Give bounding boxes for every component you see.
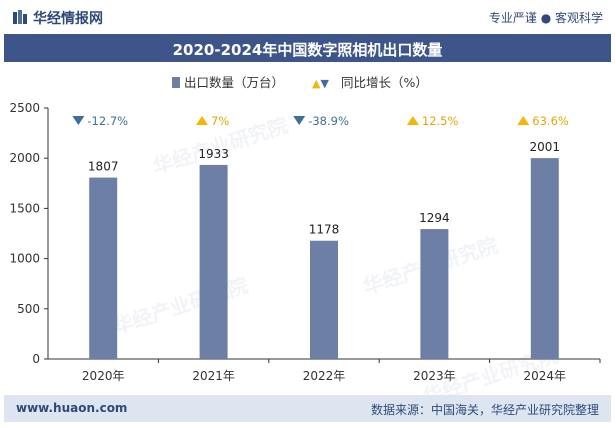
bar-value-label: 1178 [309, 223, 340, 237]
growth-label: 63.6% [532, 114, 569, 128]
growth-label: -38.9% [308, 114, 349, 128]
x-tick-label: 2024年 [524, 369, 567, 383]
x-tick-label: 2022年 [303, 369, 346, 383]
legend-up-triangle-icon: ▲ [312, 77, 321, 90]
title-bar: 2020-2024年中国数字照相机出口数量 [4, 34, 611, 62]
bar-value-label: 2001 [530, 140, 561, 154]
x-tick-label: 2021年 [192, 369, 235, 383]
footer-website: www.huaon.com [16, 401, 128, 415]
legend-growth-label: 同比增长（%） [340, 75, 428, 90]
bar [420, 229, 449, 359]
brand-name: 华经情报网 [33, 11, 103, 27]
top-bar: 华经情报网 专业严谨 ● 客观科学 [0, 0, 615, 34]
growth-up-triangle-icon [196, 116, 208, 125]
growth-up-triangle-icon [406, 116, 419, 125]
chart-legend: 出口数量（万台） ▲▼ 同比增长（%） [0, 72, 615, 92]
footer-source: 数据来源：中国海关，华经产业研究院整理 [370, 403, 599, 417]
x-tick-label: 2023年 [413, 369, 456, 383]
growth-label: 7% [211, 114, 229, 128]
brand-slogan: 专业严谨 ● 客观科学 [488, 11, 603, 25]
bar-value-label: 1294 [419, 211, 450, 225]
legend-bar-swatch [172, 77, 180, 88]
growth-up-triangle-icon [517, 116, 530, 125]
footer-bar: www.huaon.com 数据来源：中国海关，华经产业研究院整理 [4, 395, 611, 422]
x-tick-label: 2020年 [82, 369, 125, 383]
y-tick-label: 500 [17, 302, 40, 316]
bar-value-label: 1807 [88, 160, 119, 174]
bar-value-label: 1933 [198, 147, 229, 161]
brand-logo-icon [13, 10, 27, 24]
bar [89, 177, 118, 359]
growth-label: -12.7% [87, 114, 128, 128]
growth-down-triangle-icon [72, 116, 85, 125]
bar [310, 240, 338, 359]
y-tick-label: 2000 [9, 151, 40, 165]
legend-bar-label: 出口数量（万台） [184, 75, 285, 90]
chart-title: 2020-2024年中国数字照相机出口数量 [172, 41, 443, 59]
y-tick-label: 0 [32, 352, 40, 366]
growth-label: 12.5% [422, 114, 459, 128]
legend-item-growth: ▲▼ 同比增长（%） [312, 72, 428, 91]
y-tick-label: 2500 [9, 101, 40, 115]
growth-down-triangle-icon [293, 116, 306, 125]
legend-item-bars: 出口数量（万台） [172, 72, 284, 91]
bar [199, 164, 228, 359]
legend-down-triangle-icon: ▼ [320, 77, 329, 90]
y-tick-label: 1500 [9, 201, 40, 215]
y-tick-label: 1000 [9, 252, 40, 266]
bar [530, 158, 559, 359]
